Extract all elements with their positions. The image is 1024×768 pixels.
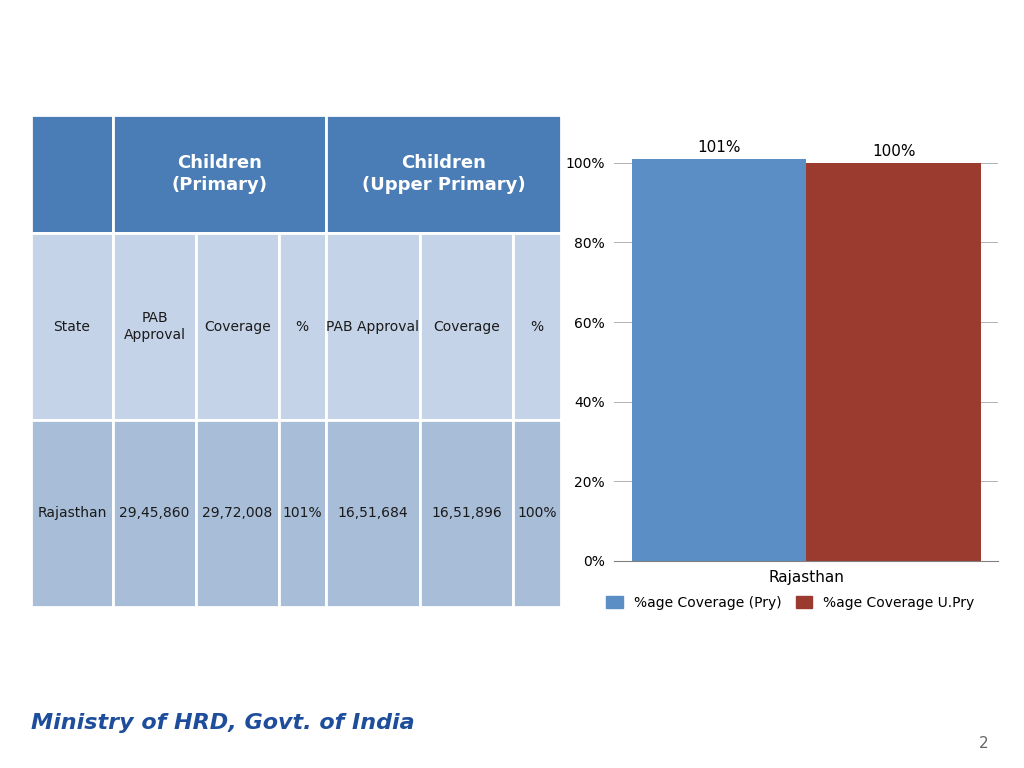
FancyBboxPatch shape <box>279 420 326 607</box>
FancyBboxPatch shape <box>326 115 561 233</box>
Text: 101%: 101% <box>697 140 741 155</box>
Text: 29,72,008: 29,72,008 <box>202 506 272 521</box>
Bar <box>807 163 981 561</box>
FancyBboxPatch shape <box>31 233 114 420</box>
FancyBboxPatch shape <box>279 233 326 420</box>
FancyBboxPatch shape <box>196 420 279 607</box>
Text: Rajasthan: Rajasthan <box>37 506 106 521</box>
FancyBboxPatch shape <box>114 115 326 233</box>
Text: 16,51,896: 16,51,896 <box>431 506 502 521</box>
FancyBboxPatch shape <box>420 420 513 607</box>
FancyBboxPatch shape <box>114 233 196 420</box>
Text: Children
(Upper Primary): Children (Upper Primary) <box>361 154 525 194</box>
Text: Coverage: Coverage <box>204 319 270 333</box>
FancyBboxPatch shape <box>326 233 420 420</box>
Text: PAB
Approval: PAB Approval <box>124 311 185 343</box>
Text: State: State <box>53 319 90 333</box>
FancyBboxPatch shape <box>196 233 279 420</box>
Text: Coverage: Coverage <box>433 319 500 333</box>
FancyBboxPatch shape <box>420 233 513 420</box>
Text: %: % <box>530 319 544 333</box>
Text: 100%: 100% <box>517 506 557 521</box>
Text: 101%: 101% <box>283 506 322 521</box>
FancyBboxPatch shape <box>31 115 114 233</box>
Text: Coverage of Children (Primary & U. Primary): Coverage of Children (Primary & U. Prima… <box>58 23 966 58</box>
Text: 29,45,860: 29,45,860 <box>120 506 189 521</box>
Bar <box>632 159 806 561</box>
Text: Ministry of HRD, Govt. of India: Ministry of HRD, Govt. of India <box>31 713 415 733</box>
FancyBboxPatch shape <box>513 420 561 607</box>
Text: %: % <box>296 319 309 333</box>
FancyBboxPatch shape <box>31 420 114 607</box>
FancyBboxPatch shape <box>114 420 196 607</box>
FancyBboxPatch shape <box>513 233 561 420</box>
Text: 2: 2 <box>979 736 988 750</box>
Legend: %age Coverage (Pry), %age Coverage U.Pry: %age Coverage (Pry), %age Coverage U.Pry <box>601 591 980 615</box>
Text: 16,51,684: 16,51,684 <box>338 506 409 521</box>
Text: Children
(Primary): Children (Primary) <box>172 154 267 194</box>
Text: PAB Approval: PAB Approval <box>327 319 419 333</box>
Text: 100%: 100% <box>871 144 915 159</box>
FancyBboxPatch shape <box>326 420 420 607</box>
